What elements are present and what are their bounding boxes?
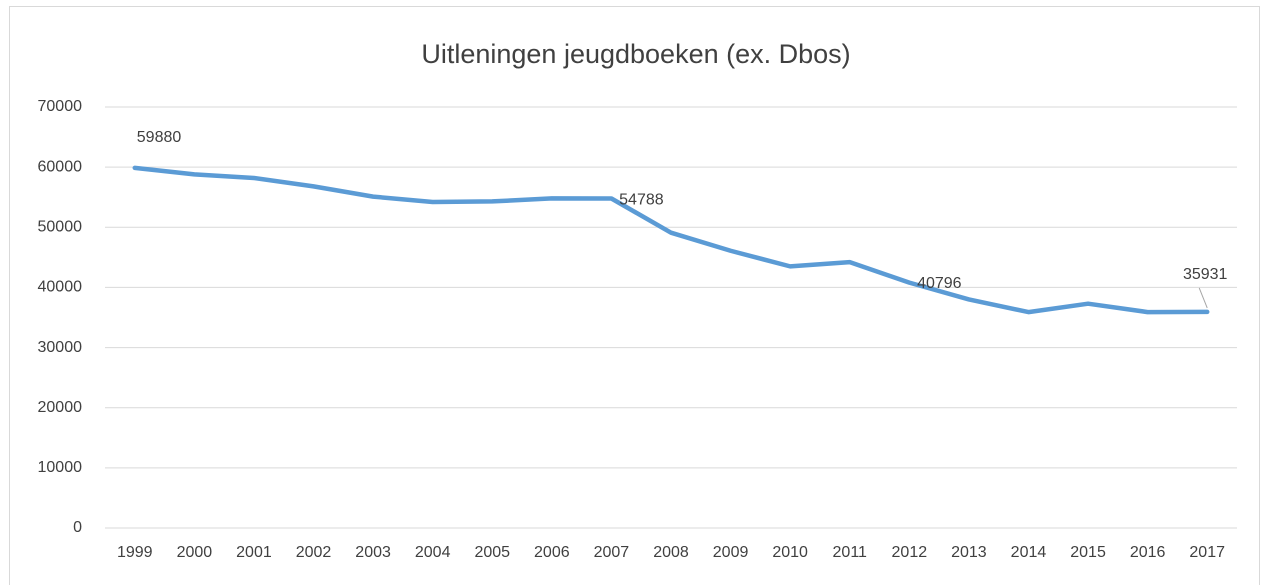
y-tick-label: 70000 [38,98,83,115]
y-tick-label: 30000 [38,339,83,356]
y-tick-label: 40000 [38,279,83,296]
x-tick-label: 2005 [474,544,510,561]
x-tick-label: 2009 [713,544,749,561]
chart-frame [9,6,1260,585]
x-tick-label: 2012 [892,544,928,561]
y-tick-label: 20000 [38,399,83,416]
line-series [132,165,1210,315]
x-tick-label: 2013 [951,544,987,561]
y-tick-label: 60000 [38,158,83,175]
x-tick-label: 2008 [653,544,689,561]
x-tick-label: 2000 [177,544,213,561]
data-label: 54788 [619,192,664,209]
data-label: 59880 [137,129,182,146]
x-tick-label: 2015 [1070,544,1106,561]
leader-line [1198,287,1208,309]
y-tick-label: 0 [73,519,82,536]
x-tick-label: 2006 [534,544,570,561]
x-tick-label: 2003 [355,544,391,561]
x-tick-label: 2016 [1130,544,1166,561]
x-tick-label: 1999 [117,544,153,561]
x-tick-label: 2007 [594,544,630,561]
data-label: 40796 [917,275,962,292]
x-tick-label: 2010 [772,544,808,561]
x-tick-label: 2011 [833,544,868,561]
x-tick-label: 2004 [415,544,451,561]
data-label: 35931 [1183,266,1228,283]
y-tick-label: 50000 [38,219,83,236]
x-tick-label: 2002 [296,544,332,561]
x-tick-label: 2001 [236,544,272,561]
chart-title: Uitleningen jeugdboeken (ex. Dbos) [421,39,850,69]
x-tick-label: 2014 [1011,544,1047,561]
y-tick-label: 10000 [38,459,83,476]
x-tick-label: 2017 [1189,544,1225,561]
